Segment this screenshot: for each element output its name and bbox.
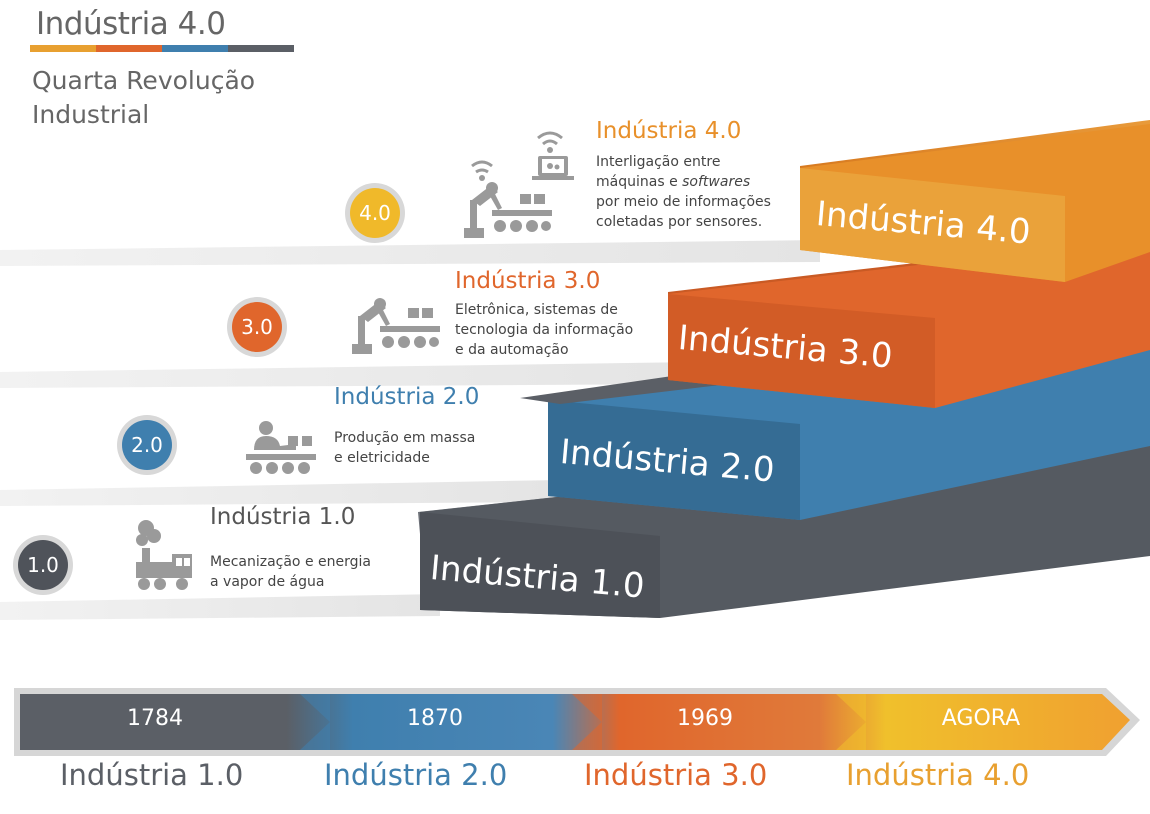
stage-4-desc-line-2-italic: softwares	[682, 174, 751, 190]
stage-2-desc-line-1: Produção em massa	[334, 430, 476, 446]
title-bar-blue-segment	[162, 45, 228, 52]
timeline-chevron-3	[836, 694, 866, 750]
connected-robot-laptop-icon	[464, 131, 574, 238]
stage-3-desc: Eletrônica, sistemas de tecnologia da in…	[455, 300, 633, 360]
title-bar-gray-segment	[228, 45, 294, 52]
assembly-worker-icon	[246, 421, 316, 474]
stage-1-title: Indústria 1.0	[210, 504, 356, 530]
shelf-level-1	[0, 594, 440, 620]
timeline-era-4: Indústria 4.0	[846, 758, 1030, 792]
badge-2: 2.0	[122, 420, 172, 470]
stage-3-desc-line-1: Eletrônica, sistemas de	[455, 302, 618, 318]
timeline-chevron-2	[572, 694, 602, 750]
stage-4-desc: Interligação entre máquinas e softwares …	[596, 152, 771, 232]
stage-4-desc-line-2: máquinas e softwares	[596, 172, 771, 192]
badge-3: 3.0	[232, 302, 282, 352]
stage-4-desc-line-3: por meio de informações	[596, 194, 771, 210]
subtitle-line-1: Quarta Revolução	[32, 66, 256, 95]
stage-1-desc: Mecanização e energia a vapor de água	[210, 552, 371, 592]
title-bar-yellow-segment	[30, 45, 96, 52]
shelf-level-2	[0, 480, 560, 506]
page-subtitle: Quarta Revolução Industrial	[32, 64, 352, 132]
timeline-year-3: 1969	[677, 706, 733, 731]
shelf-level-4	[0, 240, 820, 266]
stage-1-desc-line-2: a vapor de água	[210, 574, 325, 590]
stage-4-desc-line-1: Interligação entre	[596, 154, 721, 170]
stage-2-desc: Produção em massa e eletricidade	[334, 428, 475, 468]
badge-4: 4.0	[350, 188, 400, 238]
timeline-era-1: Indústria 1.0	[60, 758, 244, 792]
stage-3-title: Indústria 3.0	[455, 268, 601, 294]
stairs-graphic	[0, 120, 1150, 620]
stage-4-desc-line-4: coletadas por sensores.	[596, 214, 763, 230]
stage-4-title: Indústria 4.0	[596, 118, 742, 144]
timeline-year-1: 1784	[127, 706, 183, 731]
badge-1: 1.0	[18, 540, 68, 590]
stage-2-title: Indústria 2.0	[334, 384, 480, 410]
shelf-level-3	[0, 362, 700, 388]
robot-arm-conveyor-icon	[352, 298, 440, 354]
stage-3-desc-line-3: e da automação	[455, 342, 569, 358]
title-color-bar	[30, 45, 294, 52]
timeline-year-2: 1870	[407, 706, 463, 731]
timeline-year-4: AGORA	[941, 706, 1021, 731]
page-title: Indústria 4.0	[36, 6, 226, 42]
stage-4-desc-line-2-text: máquinas e	[596, 174, 683, 190]
stage-1-desc-line-1: Mecanização e energia	[210, 554, 371, 570]
timeline-era-3: Indústria 3.0	[584, 758, 768, 792]
title-bar-orange-segment	[96, 45, 162, 52]
shelf-floors	[0, 240, 820, 620]
subtitle-line-2: Industrial	[32, 100, 150, 129]
stage-2-desc-line-2: e eletricidade	[334, 450, 430, 466]
stage-3-desc-line-2: tecnologia da informação	[455, 322, 634, 338]
step-block-4	[800, 120, 1150, 282]
timeline-era-2: Indústria 2.0	[324, 758, 508, 792]
steam-locomotive-icon	[136, 520, 192, 590]
timeline-chevron-1	[300, 694, 330, 750]
